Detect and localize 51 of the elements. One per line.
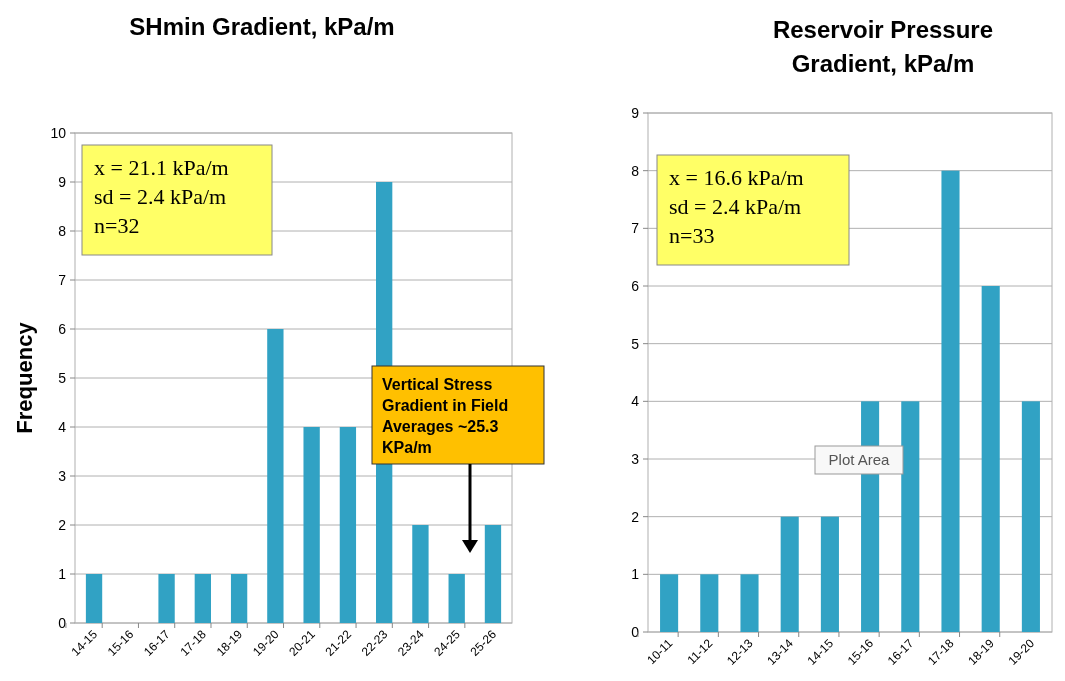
annotation: n=33 bbox=[669, 223, 715, 248]
y-tick-label: 9 bbox=[58, 173, 67, 190]
y-axis-title: Frequency bbox=[12, 321, 37, 434]
chart-title: SHmin Gradient, kPa/m bbox=[129, 13, 395, 40]
bar bbox=[901, 401, 920, 632]
y-tick-label: 3 bbox=[58, 467, 67, 484]
bar bbox=[700, 574, 719, 632]
annotation: Vertical Stress Gradient in Field Averages ~25.3 KPa/m bbox=[382, 376, 509, 456]
annotation: x = 21.1 kPa/m bbox=[94, 155, 229, 180]
y-tick-label: 6 bbox=[58, 320, 67, 337]
annotation: sd = 2.4 kPa/m bbox=[94, 184, 227, 209]
y-tick-label: 1 bbox=[631, 566, 640, 583]
bar bbox=[85, 574, 103, 623]
bar bbox=[230, 574, 248, 623]
y-tick-label: 2 bbox=[631, 508, 640, 525]
y-tick-label: 10 bbox=[50, 124, 67, 141]
bar bbox=[412, 525, 429, 623]
bar bbox=[1021, 401, 1040, 632]
y-tick-label: 9 bbox=[631, 104, 640, 121]
bar bbox=[484, 525, 502, 623]
y-tick-label: 0 bbox=[58, 614, 67, 631]
y-tick-label: 2 bbox=[58, 516, 67, 533]
y-tick-label: 7 bbox=[58, 271, 67, 288]
y-tick-label: 5 bbox=[58, 369, 67, 386]
y-tick-label: 7 bbox=[631, 220, 640, 237]
bar bbox=[194, 574, 211, 623]
y-tick-label: 6 bbox=[631, 277, 640, 294]
y-tick-label: 4 bbox=[58, 418, 67, 435]
y-tick-label: 0 bbox=[631, 623, 640, 640]
bar bbox=[820, 516, 839, 632]
bar bbox=[267, 329, 284, 623]
y-tick-label: 3 bbox=[631, 450, 640, 467]
bar bbox=[303, 427, 320, 623]
y-tick-label: 8 bbox=[631, 162, 640, 179]
bar bbox=[339, 427, 357, 623]
y-tick-label: 1 bbox=[58, 565, 67, 582]
bar bbox=[660, 574, 679, 632]
bar bbox=[981, 286, 1000, 632]
bar bbox=[448, 574, 465, 623]
bar bbox=[740, 574, 759, 632]
chart-title: Reservoir Pressure Gradient, kPa/m bbox=[772, 16, 994, 77]
annotation: sd = 2.4 kPa/m bbox=[669, 194, 802, 219]
bar bbox=[158, 574, 175, 623]
y-tick-label: 5 bbox=[631, 335, 640, 352]
annotation: n=32 bbox=[94, 213, 140, 238]
annotation: x = 16.6 kPa/m bbox=[669, 165, 804, 190]
bar bbox=[780, 516, 799, 632]
annotation: Plot Area bbox=[828, 451, 891, 468]
y-tick-label: 8 bbox=[58, 222, 67, 239]
y-tick-label: 4 bbox=[631, 393, 640, 410]
bar bbox=[941, 170, 960, 632]
